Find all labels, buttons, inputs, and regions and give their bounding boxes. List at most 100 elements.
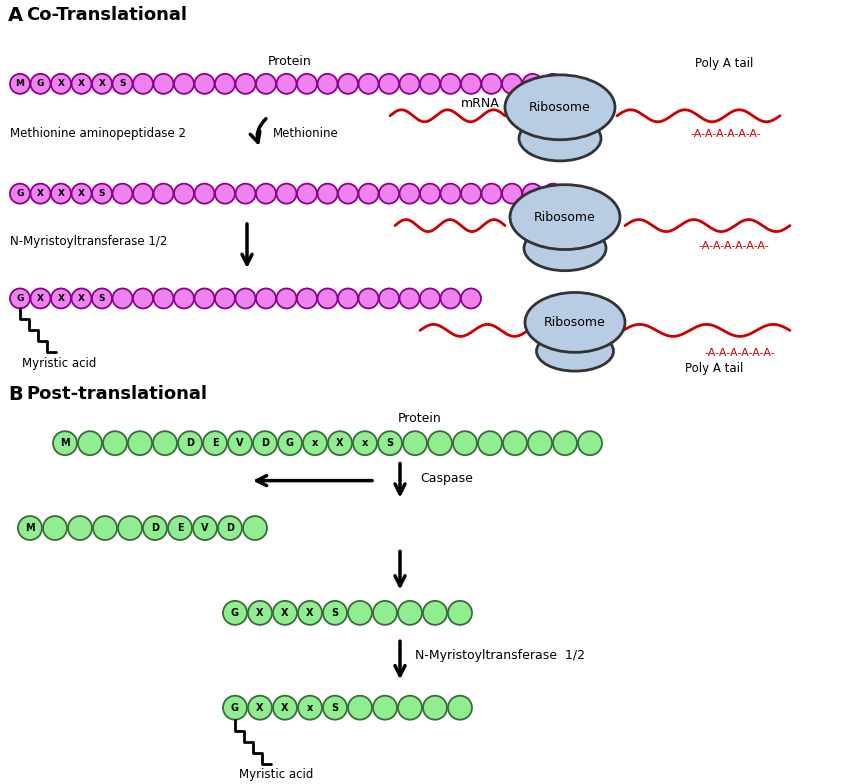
Circle shape	[243, 516, 267, 540]
Circle shape	[235, 183, 256, 204]
Text: M: M	[15, 79, 24, 89]
Circle shape	[53, 431, 77, 456]
Circle shape	[428, 431, 452, 456]
Text: Caspase: Caspase	[420, 472, 473, 485]
Circle shape	[153, 431, 177, 456]
Ellipse shape	[524, 226, 606, 270]
Text: X: X	[57, 79, 65, 89]
Circle shape	[423, 601, 447, 625]
Circle shape	[348, 601, 372, 625]
Circle shape	[103, 431, 127, 456]
Text: Methionine aminopeptidase 2: Methionine aminopeptidase 2	[10, 127, 186, 140]
Circle shape	[273, 695, 297, 720]
Circle shape	[358, 289, 378, 308]
Circle shape	[298, 695, 322, 720]
Circle shape	[448, 695, 472, 720]
Text: G: G	[286, 438, 294, 448]
Circle shape	[133, 289, 153, 308]
Text: A: A	[8, 6, 23, 25]
Circle shape	[43, 516, 67, 540]
Ellipse shape	[525, 292, 625, 352]
Circle shape	[30, 74, 50, 94]
Circle shape	[318, 289, 337, 308]
Circle shape	[154, 289, 173, 308]
Text: Myristic acid: Myristic acid	[239, 768, 314, 781]
Text: V: V	[201, 523, 209, 533]
Circle shape	[133, 183, 153, 204]
Circle shape	[328, 431, 352, 456]
Text: D: D	[151, 523, 159, 533]
Circle shape	[18, 516, 42, 540]
Circle shape	[218, 516, 242, 540]
Circle shape	[528, 431, 552, 456]
Text: Myristic acid: Myristic acid	[22, 358, 97, 370]
Text: x: x	[307, 702, 313, 713]
Text: Post-translational: Post-translational	[26, 385, 207, 403]
Text: X: X	[257, 608, 264, 618]
Circle shape	[379, 183, 399, 204]
Circle shape	[154, 74, 173, 94]
Text: M: M	[61, 438, 70, 448]
Circle shape	[461, 183, 481, 204]
Text: D: D	[261, 438, 269, 448]
Text: E: E	[177, 523, 183, 533]
Text: S: S	[98, 294, 105, 303]
Text: X: X	[57, 294, 65, 303]
Text: G: G	[231, 702, 239, 713]
Text: x: x	[362, 438, 368, 448]
Circle shape	[543, 74, 563, 94]
Circle shape	[215, 74, 235, 94]
Text: G: G	[37, 79, 45, 89]
Text: N-Myristoyltransferase  1/2: N-Myristoyltransferase 1/2	[415, 649, 585, 662]
Circle shape	[522, 74, 542, 94]
Text: Poly A tail: Poly A tail	[685, 362, 743, 375]
Circle shape	[398, 601, 422, 625]
Circle shape	[420, 289, 440, 308]
Text: S: S	[331, 608, 339, 618]
Circle shape	[461, 289, 481, 308]
Circle shape	[297, 289, 317, 308]
Circle shape	[297, 183, 317, 204]
Circle shape	[420, 183, 440, 204]
Text: Poly A tail: Poly A tail	[695, 57, 754, 71]
Circle shape	[203, 431, 227, 456]
Text: Methionine: Methionine	[273, 127, 339, 140]
Circle shape	[256, 183, 276, 204]
Circle shape	[453, 431, 477, 456]
Text: Ribosome: Ribosome	[529, 101, 591, 114]
Text: X: X	[37, 294, 44, 303]
Circle shape	[278, 431, 302, 456]
Text: S: S	[98, 189, 105, 198]
Circle shape	[256, 289, 276, 308]
Circle shape	[68, 516, 92, 540]
Circle shape	[51, 183, 71, 204]
Circle shape	[303, 431, 327, 456]
Circle shape	[223, 695, 247, 720]
Text: Ribosome: Ribosome	[534, 211, 596, 223]
Text: X: X	[78, 189, 85, 198]
Circle shape	[168, 516, 192, 540]
Circle shape	[420, 74, 440, 94]
Circle shape	[379, 289, 399, 308]
Circle shape	[277, 183, 297, 204]
Circle shape	[441, 289, 461, 308]
Circle shape	[113, 289, 133, 308]
Circle shape	[502, 183, 522, 204]
Circle shape	[71, 74, 92, 94]
Circle shape	[323, 695, 347, 720]
Circle shape	[502, 74, 522, 94]
Circle shape	[71, 183, 92, 204]
Circle shape	[578, 431, 602, 456]
Text: V: V	[236, 438, 244, 448]
Circle shape	[92, 74, 112, 94]
Circle shape	[503, 431, 527, 456]
Circle shape	[51, 289, 71, 308]
Circle shape	[398, 695, 422, 720]
Circle shape	[228, 431, 252, 456]
Circle shape	[338, 183, 358, 204]
Circle shape	[113, 183, 133, 204]
Circle shape	[253, 431, 277, 456]
Circle shape	[30, 183, 50, 204]
Text: D: D	[226, 523, 234, 533]
Text: G: G	[231, 608, 239, 618]
